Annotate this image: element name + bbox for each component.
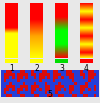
Text: 3: 3 [59,64,64,73]
Text: 4: 4 [84,64,89,73]
Text: 5: 5 [48,90,52,99]
Text: 1: 1 [9,64,14,73]
Text: 2: 2 [34,64,39,73]
Bar [80,59,93,63]
Bar [5,59,18,63]
Bar [30,59,43,63]
Bar [55,59,68,63]
